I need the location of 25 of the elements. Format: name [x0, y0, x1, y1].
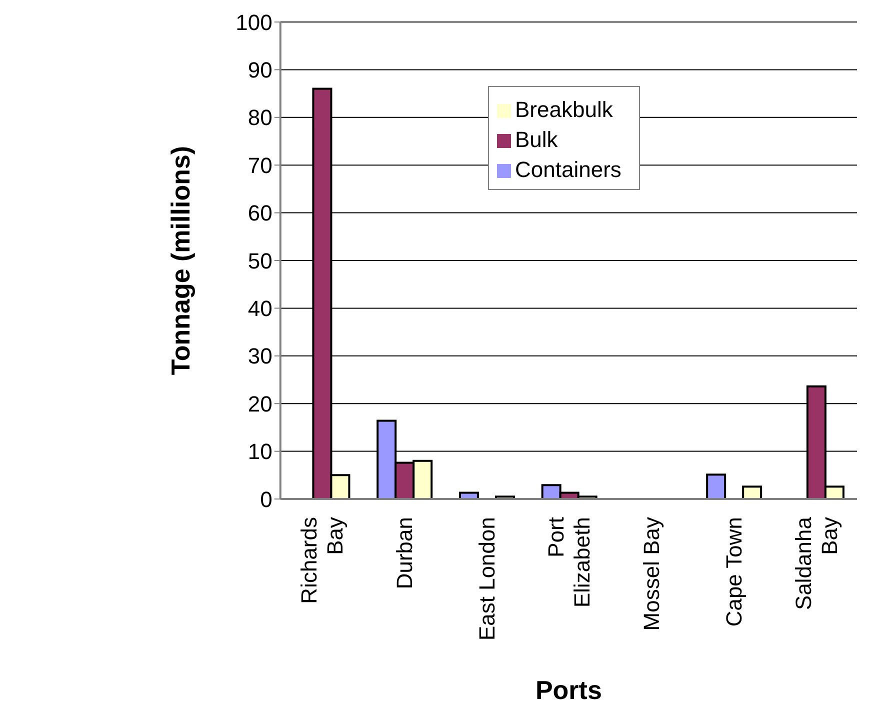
y-tick-label: 30	[248, 344, 272, 369]
x-tick-label: Port Elizabeth	[544, 517, 595, 608]
y-tick-label: 70	[248, 152, 272, 178]
bar	[742, 486, 762, 499]
y-tick-label: 60	[248, 200, 272, 226]
y-tick-label: 50	[248, 248, 272, 274]
y-tick-label: 80	[248, 105, 272, 130]
x-tick-label: East London	[474, 517, 500, 641]
x-tick-label: Durban	[392, 517, 417, 590]
x-tick-label: Cape Town	[721, 517, 746, 627]
bar	[706, 474, 726, 499]
y-axis-title: Tonnage (millions)	[166, 146, 196, 376]
y-tick-label: 20	[248, 391, 272, 416]
x-tick-label: Saldanha Bay	[790, 516, 842, 610]
x-tick-label: Richards Bay	[296, 517, 348, 604]
y-tick-label: 90	[248, 58, 272, 83]
y-tick-label: 0	[260, 486, 272, 512]
legend-label: Breakbulk	[515, 97, 613, 122]
x-tick-label: Mossel Bay	[639, 517, 664, 631]
legend-label: Bulk	[515, 127, 558, 152]
legend-label: Containers	[515, 157, 622, 182]
y-tick-label: 40	[248, 296, 272, 322]
y-tick-label: 10	[248, 439, 272, 464]
x-axis-title: Ports	[535, 675, 602, 705]
y-tick-label: 100	[236, 10, 272, 35]
